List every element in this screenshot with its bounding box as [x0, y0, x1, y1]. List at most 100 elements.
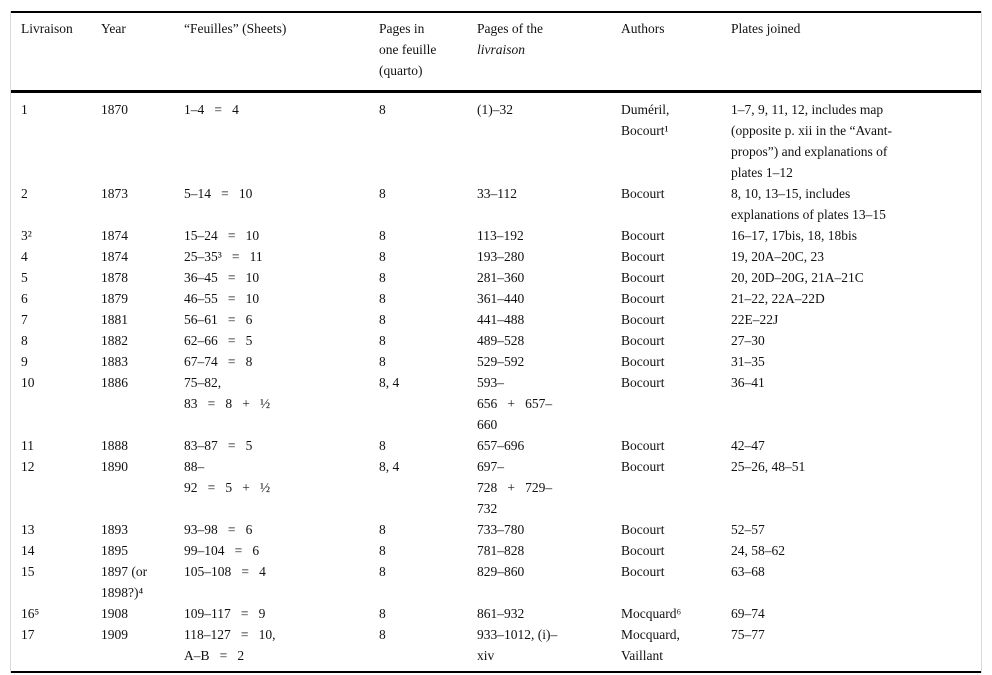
cell-year: 1895	[101, 543, 128, 558]
cell-plates-joined: 63–68	[731, 564, 765, 579]
cell-pages-of-livraison: 281–360	[477, 270, 525, 285]
cell-plates-joined: 36–41	[731, 375, 765, 390]
cell-plates-joined: 1–7, 9, 11, 12, includes map (opposite p…	[731, 102, 892, 180]
cell-feuilles: 5–14 = 10	[184, 186, 253, 201]
cell-authors: Mocquard⁶	[621, 606, 682, 621]
cell-pages-of-livraison: 113–192	[477, 228, 524, 243]
table-row: 4 1874 25–35³ = 11 8 193–280 Bocourt 19,…	[11, 246, 981, 267]
column-header-pages-of-livraison-italic: livraison	[477, 42, 526, 57]
cell-year: 1893	[101, 522, 128, 537]
cell-year: 1886	[101, 375, 128, 390]
cell-authors: Bocourt	[621, 249, 665, 264]
table-row: 13 1893 93–98 = 6 8 733–780 Bocourt 52–5…	[11, 519, 981, 540]
cell-year: 1888	[101, 438, 128, 453]
cell-pages-per-feuille: 8	[379, 354, 386, 369]
cell-pages-of-livraison: 193–280	[477, 249, 525, 264]
cell-plates-joined: 22E–22J	[731, 312, 779, 327]
cell-year: 1874	[101, 228, 128, 243]
cell-year: 1878	[101, 270, 128, 285]
cell-year: 1881	[101, 312, 128, 327]
cell-authors: Bocourt	[621, 186, 665, 201]
cell-plates-joined: 21–22, 22A–22D	[731, 291, 825, 306]
cell-year: 1897 (or 1898?)⁴	[101, 564, 148, 600]
cell-feuilles: 99–104 = 6	[184, 543, 260, 558]
cell-year: 1909	[101, 627, 128, 642]
cell-pages-of-livraison: 697– 728 + 729– 732	[477, 459, 553, 516]
cell-authors: Mocquard, Vaillant	[621, 627, 680, 663]
cell-pages-of-livraison: 781–828	[477, 543, 525, 558]
cell-authors: Bocourt	[621, 291, 665, 306]
cell-livraison: 16⁵	[21, 606, 40, 621]
cell-pages-per-feuille: 8	[379, 606, 386, 621]
cell-livraison: 17	[21, 627, 35, 642]
cell-pages-per-feuille: 8	[379, 186, 386, 201]
cell-pages-per-feuille: 8	[379, 564, 386, 579]
table-row: 7 1881 56–61 = 6 8 441–488 Bocourt 22E–2…	[11, 309, 981, 330]
cell-livraison: 9	[21, 354, 28, 369]
cell-pages-per-feuille: 8	[379, 627, 386, 642]
cell-pages-of-livraison: 441–488	[477, 312, 525, 327]
column-header-year: Year	[101, 12, 184, 93]
cell-feuilles: 46–55 = 10	[184, 291, 260, 306]
table-row: 17 1909 118–127 = 10, A–B = 2 8 933–1012…	[11, 624, 981, 672]
header-row: Livraison Year “Feuilles” (Sheets) Pages…	[11, 12, 981, 93]
cell-plates-joined: 24, 58–62	[731, 543, 785, 558]
cell-pages-per-feuille: 8	[379, 270, 386, 285]
cell-pages-per-feuille: 8	[379, 291, 386, 306]
column-header-livraison: Livraison	[11, 12, 101, 93]
cell-pages-per-feuille: 8	[379, 543, 386, 558]
table-row: 6 1879 46–55 = 10 8 361–440 Bocourt 21–2…	[11, 288, 981, 309]
table-row: 8 1882 62–66 = 5 8 489–528 Bocourt 27–30	[11, 330, 981, 351]
livraison-table: Livraison Year “Feuilles” (Sheets) Pages…	[11, 11, 981, 673]
cell-feuilles: 75–82, 83 = 8 + ½	[184, 375, 271, 411]
cell-plates-joined: 8, 10, 13–15, includes explanations of p…	[731, 186, 886, 222]
cell-plates-joined: 25–26, 48–51	[731, 459, 806, 474]
cell-pages-of-livraison: (1)–32	[477, 102, 513, 117]
cell-livraison: 11	[21, 438, 34, 453]
cell-plates-joined: 19, 20A–20C, 23	[731, 249, 825, 264]
table-row: 5 1878 36–45 = 10 8 281–360 Bocourt 20, …	[11, 267, 981, 288]
cell-feuilles: 36–45 = 10	[184, 270, 260, 285]
cell-feuilles: 105–108 = 4	[184, 564, 266, 579]
cell-feuilles: 56–61 = 6	[184, 312, 253, 327]
cell-feuilles: 118–127 = 10, A–B = 2	[184, 627, 276, 663]
column-header-plates-joined: Plates joined	[731, 12, 981, 93]
table-row: 11 1888 83–87 = 5 8 657–696 Bocourt 42–4…	[11, 435, 981, 456]
cell-livraison: 7	[21, 312, 28, 327]
cell-pages-per-feuille: 8	[379, 102, 386, 117]
cell-livraison: 12	[21, 459, 35, 474]
cell-year: 1882	[101, 333, 128, 348]
cell-pages-per-feuille: 8	[379, 228, 386, 243]
table-row: 15 1897 (or 1898?)⁴ 105–108 = 4 8 829–86…	[11, 561, 981, 603]
table-header: Livraison Year “Feuilles” (Sheets) Pages…	[11, 12, 981, 93]
table-row: 16⁵ 1908 109–117 = 9 8 861–932 Mocquard⁶…	[11, 603, 981, 624]
cell-pages-per-feuille: 8, 4	[379, 375, 400, 390]
cell-authors: Bocourt	[621, 333, 665, 348]
cell-pages-of-livraison: 657–696	[477, 438, 525, 453]
column-header-pages-of-livraison-main: Pages of the	[477, 21, 543, 36]
cell-authors: Bocourt	[621, 270, 665, 285]
cell-livraison: 2	[21, 186, 28, 201]
cell-livraison: 1	[21, 102, 28, 117]
cell-feuilles: 88– 92 = 5 + ½	[184, 459, 271, 495]
cell-feuilles: 62–66 = 5	[184, 333, 253, 348]
table-row: 14 1895 99–104 = 6 8 781–828 Bocourt 24,…	[11, 540, 981, 561]
cell-pages-of-livraison: 529–592	[477, 354, 525, 369]
cell-pages-per-feuille: 8	[379, 333, 386, 348]
table-row: 12 1890 88– 92 = 5 + ½ 8, 4 697– 728 + 7…	[11, 456, 981, 519]
column-header-pages-per-feuille: Pages in one feuille (quarto)	[379, 12, 477, 93]
cell-livraison: 8	[21, 333, 28, 348]
cell-feuilles: 15–24 = 10	[184, 228, 260, 243]
cell-feuilles: 83–87 = 5	[184, 438, 253, 453]
cell-livraison: 5	[21, 270, 28, 285]
column-header-feuilles: “Feuilles” (Sheets)	[184, 12, 379, 93]
cell-plates-joined: 27–30	[731, 333, 765, 348]
table-body: 1 1870 1–4 = 4 8 (1)–32 Duméril, Bocourt…	[11, 92, 981, 673]
cell-year: 1890	[101, 459, 128, 474]
cell-pages-of-livraison: 733–780	[477, 522, 525, 537]
cell-pages-of-livraison: 361–440	[477, 291, 525, 306]
livraison-table-container: Livraison Year “Feuilles” (Sheets) Pages…	[10, 11, 982, 673]
cell-authors: Bocourt	[621, 564, 665, 579]
cell-authors: Duméril, Bocourt¹	[621, 102, 670, 138]
cell-year: 1873	[101, 186, 128, 201]
